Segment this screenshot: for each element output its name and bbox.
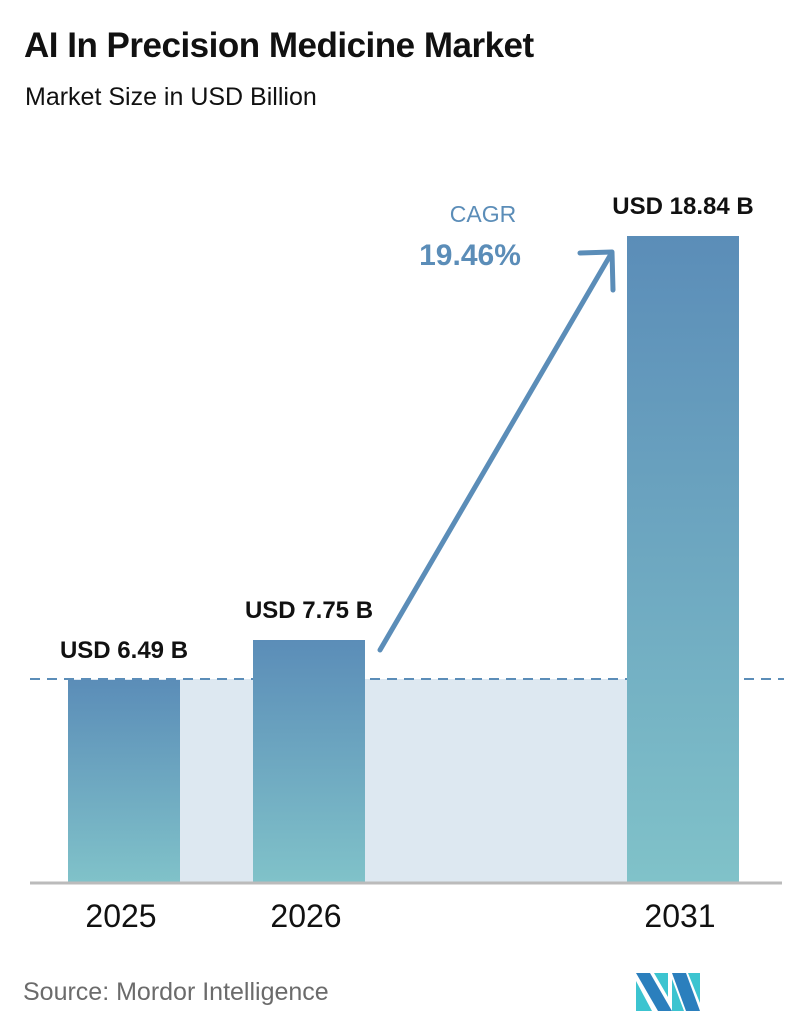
source-text: Source: Mordor Intelligence xyxy=(23,978,329,1006)
x-tick-label: 2031 xyxy=(644,898,715,934)
bar-2031 xyxy=(627,236,739,882)
data-label: USD 18.84 B xyxy=(612,193,753,220)
x-tick-label: 2025 xyxy=(85,898,156,934)
cagr-arrow-icon xyxy=(377,249,616,653)
mordor-intelligence-logo xyxy=(636,973,700,1011)
x-tick-label: 2026 xyxy=(270,898,341,934)
cagr-label: CAGR xyxy=(450,201,516,227)
bar-2026 xyxy=(253,640,365,882)
bar-2025 xyxy=(68,680,180,882)
data-label: USD 7.75 B xyxy=(245,597,373,624)
chart-title: AI In Precision Medicine Market xyxy=(24,26,534,65)
chart-subtitle: Market Size in USD Billion xyxy=(25,83,317,111)
cagr-value: 19.46% xyxy=(419,239,521,272)
data-label: USD 6.49 B xyxy=(60,637,188,664)
